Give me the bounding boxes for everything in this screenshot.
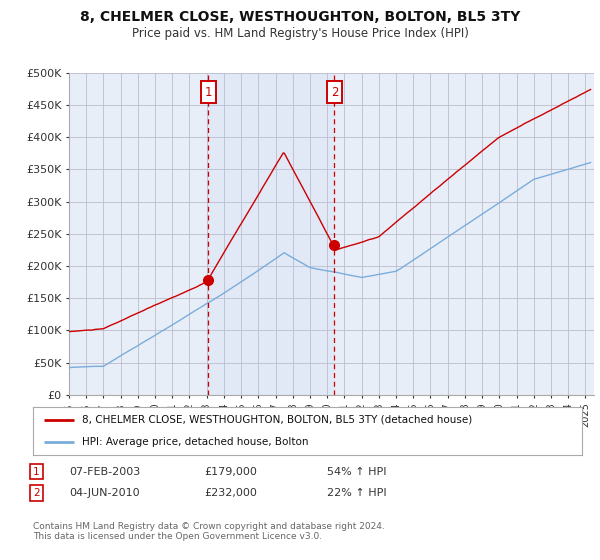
Text: Price paid vs. HM Land Registry's House Price Index (HPI): Price paid vs. HM Land Registry's House … [131,27,469,40]
Text: 54% ↑ HPI: 54% ↑ HPI [327,466,386,477]
Text: £232,000: £232,000 [204,488,257,498]
Text: 2: 2 [331,86,338,99]
Text: 8, CHELMER CLOSE, WESTHOUGHTON, BOLTON, BL5 3TY: 8, CHELMER CLOSE, WESTHOUGHTON, BOLTON, … [80,10,520,24]
Text: 22% ↑ HPI: 22% ↑ HPI [327,488,386,498]
Text: 8, CHELMER CLOSE, WESTHOUGHTON, BOLTON, BL5 3TY (detached house): 8, CHELMER CLOSE, WESTHOUGHTON, BOLTON, … [82,415,473,425]
Text: 1: 1 [33,466,40,477]
Text: 2: 2 [33,488,40,498]
Text: 1: 1 [205,86,212,99]
Text: 07-FEB-2003: 07-FEB-2003 [69,466,140,477]
Text: 04-JUN-2010: 04-JUN-2010 [69,488,140,498]
Text: HPI: Average price, detached house, Bolton: HPI: Average price, detached house, Bolt… [82,437,309,447]
Text: £179,000: £179,000 [204,466,257,477]
Text: Contains HM Land Registry data © Crown copyright and database right 2024.
This d: Contains HM Land Registry data © Crown c… [33,522,385,542]
Bar [208,73,334,395]
